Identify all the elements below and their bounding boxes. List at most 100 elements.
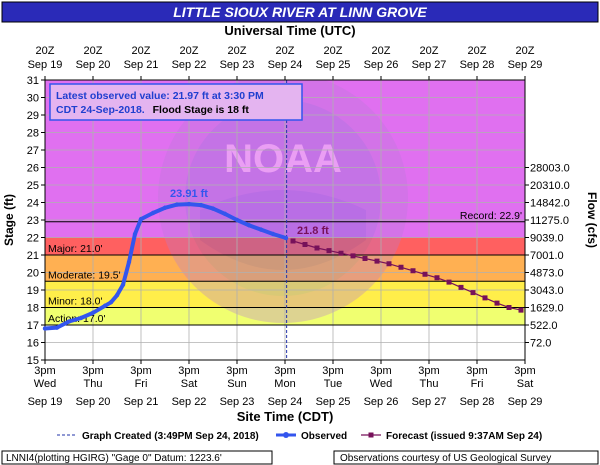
x-top-tick-time-0: 20Z (36, 45, 55, 57)
forecast-point-8 (386, 261, 392, 267)
y2-tick-label-2: 1629.0 (530, 303, 564, 315)
y-tick-label-0: 15 (27, 355, 39, 367)
y2-tick-label-4: 4873.0 (530, 268, 564, 280)
observed-point-8 (120, 282, 126, 287)
y2-tick-label-5: 7001.0 (530, 250, 564, 262)
x-tick-day-2: Fri (135, 378, 148, 390)
x-tick-day-7: Wed (370, 378, 392, 390)
watermark-logo-text: NOAA (224, 137, 342, 181)
x-top-tick-time-1: 20Z (84, 45, 103, 57)
x-top-tick-time-5: 20Z (276, 45, 295, 57)
chart-title: LITTLE SIOUX RIVER AT LINN GROVE (173, 4, 427, 20)
x-tick-date-3: Sep 22 (172, 396, 207, 408)
forecast-point-10 (410, 268, 416, 274)
y-tick-label-13: 28 (27, 128, 39, 140)
y-tick-label-12: 27 (27, 145, 39, 157)
y-tick-label-7: 22 (27, 233, 39, 245)
x-tick-time-6: 3pm (322, 365, 343, 377)
forecast-point-14 (458, 284, 464, 290)
latest-observation-date: CDT 24-Sep-2018. (56, 104, 145, 116)
observed-point-23 (283, 235, 289, 241)
x-top-tick-time-2: 20Z (132, 45, 151, 57)
observed-point-4 (90, 310, 96, 315)
x-tick-day-10: Sat (517, 378, 534, 390)
x-tick-time-7: 3pm (370, 365, 391, 377)
forecast-point-2 (314, 245, 320, 251)
x-axis-title: Site Time (CDT) (237, 409, 334, 424)
observed-point-17 (210, 206, 216, 211)
y-tick-label-16: 31 (27, 75, 39, 87)
observed-point-18 (222, 211, 228, 217)
observed-point-9 (126, 259, 132, 265)
observed-point-20 (246, 223, 252, 228)
x-tick-date-8: Sep 27 (412, 396, 447, 408)
forecast-point-4 (338, 250, 344, 256)
title-bar (1, 1, 599, 23)
x-tick-date-6: Sep 25 (316, 396, 351, 408)
x-top-tick-time-7: 20Z (372, 45, 391, 57)
forecast-point-6 (362, 256, 368, 261)
x-tick-day-4: Sun (227, 378, 247, 390)
threshold-label-moderate: Moderate: 19.5' (48, 269, 121, 281)
data-series (42, 201, 524, 331)
x-tick-date-9: Sep 28 (460, 396, 495, 408)
y-tick-label-5: 20 (27, 268, 39, 280)
y2-tick-label-6: 9039.0 (530, 233, 564, 245)
y-tick-label-1: 16 (27, 338, 39, 350)
legend: Graph Created (3:49PM Sep 24, 2018) Obse… (57, 431, 542, 442)
forecast-point-9 (398, 264, 404, 270)
x-tick-time-3: 3pm (178, 365, 199, 377)
x-top-tick-time-10: 20Z (516, 45, 535, 57)
x-tick-time-1: 3pm (82, 365, 103, 377)
observed-point-19 (234, 217, 240, 223)
threshold-label-major: Major: 21.0' (48, 243, 103, 255)
x-tick-day-0: Wed (34, 378, 56, 390)
x-top-tick-date-7: Sep 26 (364, 59, 399, 71)
observed-point-16 (198, 202, 204, 208)
forecast-point-13 (446, 279, 452, 285)
x-top-tick-date-10: Sep 29 (508, 59, 543, 71)
latest-observation-box (49, 83, 303, 121)
y-tick-label-3: 18 (27, 303, 39, 315)
y-tick-label-9: 24 (27, 198, 39, 210)
x-tick-day-3: Sat (181, 378, 198, 390)
observed-point-2 (66, 319, 72, 324)
x-top-tick-time-4: 20Z (228, 45, 247, 57)
x-top-tick-date-4: Sep 23 (220, 59, 255, 71)
x-tick-time-10: 3pm (514, 365, 535, 377)
x-tick-day-8: Thu (420, 378, 439, 390)
y-tick-label-4: 19 (27, 285, 39, 297)
x-top-tick-time-6: 20Z (324, 45, 343, 57)
legend-graph-created: Graph Created (3:49PM Sep 24, 2018) (82, 431, 259, 442)
observed-point-6 (108, 300, 114, 305)
x-tick-day-9: Fri (471, 378, 484, 390)
x-top-tick-date-8: Sep 27 (412, 59, 447, 71)
annotation-observed: 23.91 ft (170, 188, 208, 200)
y-tick-label-2: 17 (27, 320, 39, 332)
forecast-point-15 (470, 290, 476, 296)
threshold-label-minor: Minor: 18.0' (48, 296, 103, 308)
x-tick-date-1: Sep 20 (76, 396, 111, 408)
observed-point-1 (54, 325, 60, 330)
y-axis-title: Stage (ft) (2, 194, 16, 246)
observed-point-11 (138, 216, 144, 222)
record-label: Record: 22.9' (460, 210, 522, 222)
x-tick-time-0: 3pm (34, 365, 55, 377)
x-tick-day-6: Tue (324, 378, 343, 390)
observed-point-3 (78, 315, 84, 321)
latest-observation-line1: Latest observed value: 21.97 ft at 3:30 … (56, 90, 264, 102)
y-tick-label-6: 21 (27, 250, 39, 262)
x-tick-time-5: 3pm (274, 365, 295, 377)
x-tick-day-5: Mon (274, 378, 295, 390)
forecast-point-1 (302, 242, 308, 247)
x-tick-time-9: 3pm (466, 365, 487, 377)
forecast-point-16 (482, 295, 488, 301)
observed-point-12 (150, 210, 156, 216)
legend-forecast: Forecast (issued 9:37AM Sep 24) (386, 431, 542, 442)
legend-observed: Observed (301, 431, 347, 442)
x-top-tick-date-6: Sep 25 (316, 59, 351, 71)
y2-tick-label-1: 522.0 (530, 320, 558, 332)
top-axis-title: Universal Time (UTC) (224, 23, 355, 38)
x-top-tick-date-1: Sep 20 (76, 59, 111, 71)
